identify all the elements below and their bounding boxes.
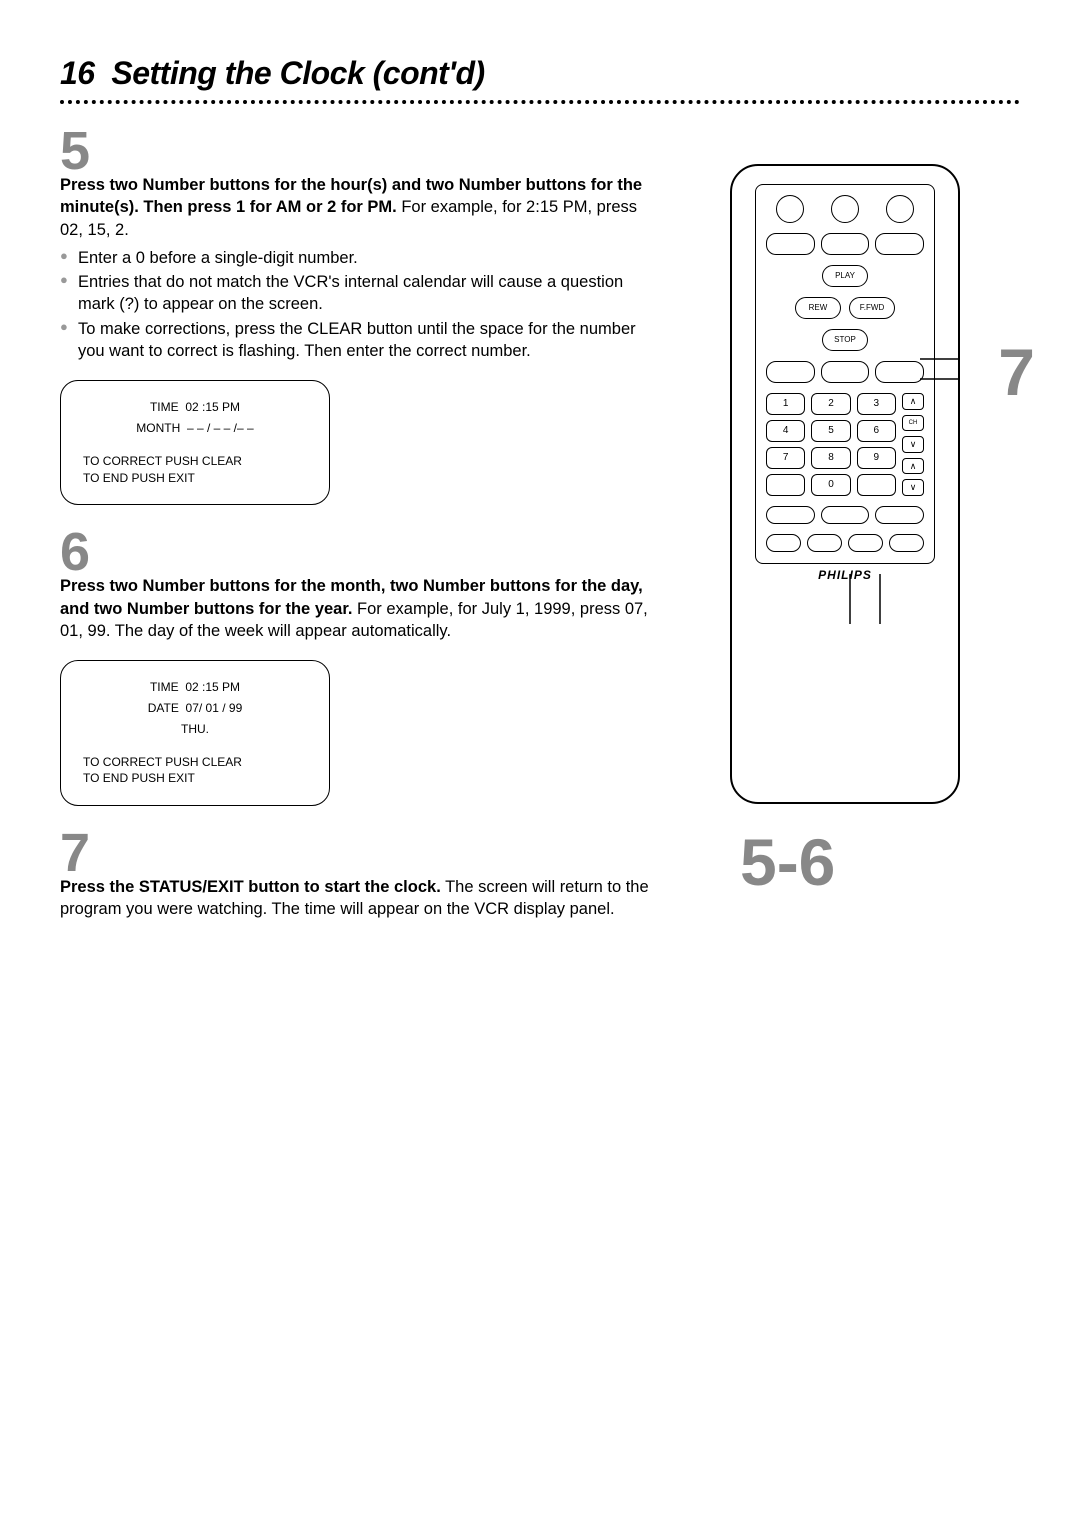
screen-footer-2: TO END PUSH EXIT (83, 470, 307, 487)
step-5-text: Press two Number buttons for the hour(s)… (60, 174, 660, 241)
num-button: 7 (766, 447, 805, 469)
step-7-bold: Press the STATUS/EXIT button to start th… (60, 878, 441, 896)
remote-row (766, 233, 924, 255)
remote-button (875, 506, 924, 524)
fwd-button: F.FWD (849, 297, 895, 319)
num-button (766, 474, 805, 496)
step-6-text: Press two Number buttons for the month, … (60, 575, 660, 642)
screen-footer-1: TO CORRECT PUSH CLEAR (83, 754, 307, 771)
screen-footer: TO CORRECT PUSH CLEAR TO END PUSH EXIT (83, 754, 307, 788)
remote-row (766, 534, 924, 552)
stop-button: STOP (822, 329, 868, 351)
vol-down: ∨ (902, 479, 924, 496)
remote-button (889, 534, 924, 552)
num-button: 6 (857, 420, 896, 442)
remote-stop-row: STOP (766, 329, 924, 351)
remote-inner: PLAY REW F.FWD STOP (755, 184, 935, 564)
vol-up: ∧ (902, 458, 924, 475)
callout-line-7 (920, 354, 980, 414)
content-wrapper: 5 Press two Number buttons for the hour(… (60, 124, 1020, 927)
screen-box-step5: TIME 02 :15 PM MONTH – – / – – /– – TO C… (60, 380, 330, 505)
num-button: 2 (811, 393, 850, 415)
remote-button (821, 233, 870, 255)
num-button: 9 (857, 447, 896, 469)
screen-month-label: MONTH (136, 421, 180, 435)
dotted-divider (60, 100, 1020, 104)
num-button: 8 (811, 447, 850, 469)
num-button: 0 (811, 474, 850, 496)
remote-top-row (766, 195, 924, 223)
remote-button (766, 534, 801, 552)
remote-button (766, 361, 815, 383)
page-heading: Setting the Clock (cont'd) (111, 55, 484, 91)
screen-time-label: TIME (150, 400, 179, 414)
num-button: 4 (766, 420, 805, 442)
screen-date-label: DATE (148, 701, 179, 715)
screen-box-step6: TIME 02 :15 PM DATE 07/ 01 / 99 THU. TO … (60, 660, 330, 806)
remote-button (821, 506, 870, 524)
num-button: 1 (766, 393, 805, 415)
remote-num-grid: 1 2 3 4 5 6 7 8 9 0 (766, 393, 896, 496)
remote-button (886, 195, 914, 223)
step-7-text: Press the STATUS/EXIT button to start th… (60, 876, 660, 921)
screen-month: MONTH – – / – – /– – (83, 420, 307, 437)
bullet-item: Entries that do not match the VCR's inte… (60, 271, 660, 316)
step-5-number: 5 (60, 124, 660, 178)
screen-date: DATE 07/ 01 / 99 (83, 700, 307, 717)
ch-down: ∨ (902, 436, 924, 453)
remote-button (807, 534, 842, 552)
right-column: PLAY REW F.FWD STOP (700, 124, 1020, 927)
num-button: 3 (857, 393, 896, 415)
screen-time: TIME 02 :15 PM (83, 679, 307, 696)
page-title: 16 Setting the Clock (cont'd) (60, 55, 1020, 92)
remote-play-row: PLAY (766, 265, 924, 287)
status-exit-button (875, 361, 924, 383)
play-button: PLAY (822, 265, 868, 287)
step-7-number: 7 (60, 826, 660, 880)
num-button: 5 (811, 420, 850, 442)
remote-status-row (766, 361, 924, 383)
step-5-bullets: Enter a 0 before a single-digit number. … (60, 247, 660, 362)
remote-button (848, 534, 883, 552)
screen-month-value: – – / – – /– – (187, 421, 254, 435)
remote-button (766, 233, 815, 255)
screen-time-label: TIME (150, 680, 179, 694)
step-6-number: 6 (60, 525, 660, 579)
remote-button (831, 195, 859, 223)
callout-line-56 (770, 574, 970, 624)
screen-footer-1: TO CORRECT PUSH CLEAR (83, 453, 307, 470)
remote-row (766, 506, 924, 524)
remote-num-section: 1 2 3 4 5 6 7 8 9 0 (766, 393, 924, 496)
remote-rew-fwd-row: REW F.FWD (766, 297, 924, 319)
screen-footer: TO CORRECT PUSH CLEAR TO END PUSH EXIT (83, 453, 307, 487)
screen-time: TIME 02 :15 PM (83, 399, 307, 416)
screen-footer-2: TO END PUSH EXIT (83, 770, 307, 787)
screen-dow: THU. (83, 721, 307, 738)
remote-button (875, 233, 924, 255)
remote-button (766, 506, 815, 524)
left-column: 5 Press two Number buttons for the hour(… (60, 124, 660, 927)
rew-button: REW (795, 297, 841, 319)
ch-label: CH (902, 415, 924, 432)
callout-56: 5-6 (740, 824, 980, 900)
page-number: 16 (60, 55, 95, 91)
screen-date-value: 07/ 01 / 99 (186, 701, 243, 715)
remote-button (821, 361, 870, 383)
callout-7: 7 (998, 334, 1035, 410)
remote-button (776, 195, 804, 223)
num-button (857, 474, 896, 496)
screen-time-value: 02 :15 PM (185, 400, 240, 414)
remote-outer: PLAY REW F.FWD STOP (730, 164, 960, 804)
bullet-item: Enter a 0 before a single-digit number. (60, 247, 660, 269)
bullet-item: To make corrections, press the CLEAR but… (60, 318, 660, 363)
screen-time-value: 02 :15 PM (185, 680, 240, 694)
remote-figure: PLAY REW F.FWD STOP (730, 164, 980, 900)
